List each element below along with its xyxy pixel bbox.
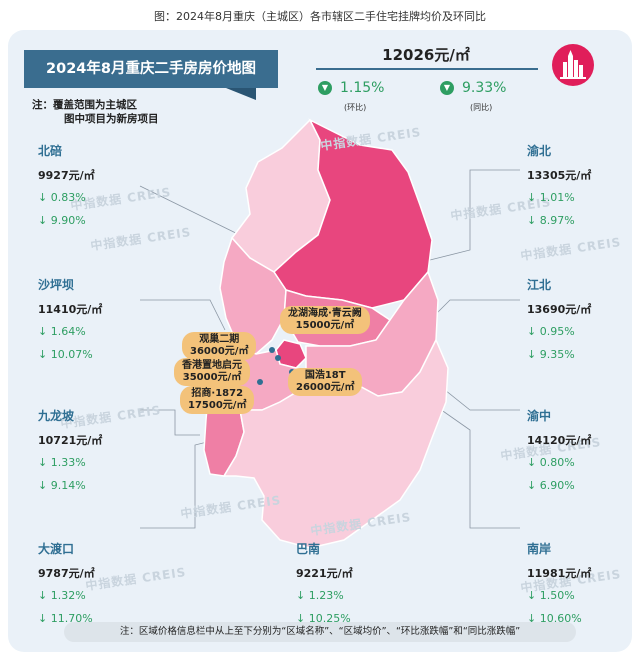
district-price: 14120元/㎡ bbox=[527, 434, 592, 447]
leader-line-nanan bbox=[419, 394, 520, 529]
district-price: 9927元/㎡ bbox=[38, 169, 95, 182]
city-skyline-icon bbox=[552, 44, 594, 86]
district-mom: ↓ 1.50% bbox=[527, 589, 575, 602]
leader-line-yubei bbox=[429, 169, 520, 261]
district-panel-dadukou: 大渡口 9787元/㎡ ↓ 1.32% ↓ 11.70% bbox=[38, 540, 148, 625]
district-price: 10721元/㎡ bbox=[38, 434, 103, 447]
district-price: 13690元/㎡ bbox=[527, 303, 592, 316]
leader-line-beibei bbox=[139, 185, 251, 241]
district-mom: ↓ 1.64% bbox=[38, 325, 86, 338]
project-label-zhaoshang: 招商·1872 17500元/㎡ bbox=[180, 386, 255, 414]
coverage-note-line: 注：覆盖范围为主城区 bbox=[32, 99, 137, 111]
district-panel-banan: 巴南 9221元/㎡ ↓ 1.23% ↓ 10.25% bbox=[296, 540, 406, 625]
district-name: 巴南 bbox=[296, 542, 321, 556]
map-title-banner: 2024年8月重庆二手房房价地图 bbox=[24, 50, 278, 88]
district-panel-shapingba: 沙坪坝 11410元/㎡ ↓ 1.64% ↓ 10.07% bbox=[38, 276, 148, 361]
average-divider bbox=[316, 68, 538, 70]
coverage-note: 注：覆盖范围为主城区 图中项目为新房项目 bbox=[32, 98, 159, 126]
project-price: 26000元/㎡ bbox=[296, 382, 355, 393]
project-price: 17500元/㎡ bbox=[188, 400, 247, 411]
coverage-note-line: 图中项目为新房项目 bbox=[64, 113, 159, 125]
district-panel-yuzhong: 渝中 14120元/㎡ ↓ 0.80% ↓ 6.90% bbox=[527, 407, 637, 492]
district-panel-jiulongpo: 九龙坡 10721元/㎡ ↓ 1.33% ↓ 9.14% bbox=[38, 407, 148, 492]
project-label-guohao: 国浩18T 26000元/㎡ bbox=[288, 368, 363, 396]
leader-line-jiulongpo bbox=[140, 409, 200, 436]
district-name: 渝北 bbox=[527, 144, 552, 158]
project-label-guanchao: 观巢二期 36000元/㎡ bbox=[182, 332, 257, 360]
district-yoy: ↓ 11.70% bbox=[38, 612, 93, 625]
district-mom: ↓ 0.80% bbox=[527, 456, 575, 469]
district-name: 渝中 bbox=[527, 409, 552, 423]
district-panel-jiangbei: 江北 13690元/㎡ ↓ 0.95% ↓ 9.35% bbox=[527, 276, 637, 361]
average-yoy: ▼ 9.33% bbox=[440, 80, 506, 96]
district-mom: ↓ 1.23% bbox=[296, 589, 344, 602]
district-yoy: ↓ 9.14% bbox=[38, 479, 86, 492]
project-price: 15000元/㎡ bbox=[295, 320, 355, 331]
down-arrow-icon: ▼ bbox=[440, 81, 454, 95]
district-price: 9221元/㎡ bbox=[296, 567, 353, 580]
district-panel-nanan: 南岸 11981元/㎡ ↓ 1.50% ↓ 10.60% bbox=[527, 540, 637, 625]
legend-note: 注：区域价格信息栏中从上至下分别为“区域名称”、“区域均价”、“环比涨跌幅”和“… bbox=[64, 622, 576, 642]
district-name: 南岸 bbox=[527, 542, 552, 556]
district-yoy: ↓ 9.35% bbox=[527, 348, 575, 361]
district-price: 13305元/㎡ bbox=[527, 169, 592, 182]
project-price: 35000元/㎡ bbox=[182, 372, 242, 383]
project-marker-2 bbox=[269, 347, 275, 353]
project-name: 国浩18T bbox=[304, 370, 346, 381]
district-yoy: ↓ 10.07% bbox=[38, 348, 93, 361]
project-name: 龙湖海成·青云阙 bbox=[288, 308, 362, 319]
district-yoy: ↓ 8.97% bbox=[527, 214, 575, 227]
project-marker-3 bbox=[275, 355, 281, 361]
district-panel-beibei: 北碚 9927元/㎡ ↓ 0.83% ↓ 9.90% bbox=[38, 142, 148, 227]
project-name: 招商·1872 bbox=[191, 388, 244, 399]
figure-title: 图：2024年8月重庆（主城区）各市辖区二手住宅挂牌均价及环同比 bbox=[154, 10, 486, 23]
average-yoy-value: 9.33% bbox=[462, 80, 507, 96]
average-mom-label: (环比) bbox=[344, 103, 367, 112]
district-name: 沙坪坝 bbox=[38, 278, 75, 292]
district-name: 大渡口 bbox=[38, 542, 75, 556]
average-mom: ▼ 1.15% bbox=[318, 80, 384, 96]
district-name: 北碚 bbox=[38, 144, 63, 158]
average-mom-value: 1.15% bbox=[340, 80, 385, 96]
district-yoy: ↓ 10.60% bbox=[527, 612, 582, 625]
leader-line-shapingba bbox=[140, 299, 226, 331]
down-arrow-icon: ▼ bbox=[318, 81, 332, 95]
district-price: 11410元/㎡ bbox=[38, 303, 103, 316]
district-yoy: ↓ 6.90% bbox=[527, 479, 575, 492]
district-name: 江北 bbox=[527, 278, 552, 292]
district-mom: ↓ 0.95% bbox=[527, 325, 575, 338]
district-yoy: ↓ 9.90% bbox=[38, 214, 86, 227]
district-panel-yubei: 渝北 13305元/㎡ ↓ 1.01% ↓ 8.97% bbox=[527, 142, 637, 227]
district-name: 九龙坡 bbox=[38, 409, 75, 423]
district-mom: ↓ 1.01% bbox=[527, 191, 575, 204]
project-name: 香港置地启元 bbox=[182, 360, 242, 371]
district-mom: ↓ 0.83% bbox=[38, 191, 86, 204]
district-mom: ↓ 1.32% bbox=[38, 589, 86, 602]
project-marker-5 bbox=[257, 379, 263, 385]
district-price: 11981元/㎡ bbox=[527, 567, 592, 580]
district-mom: ↓ 1.33% bbox=[38, 456, 86, 469]
banner-tail bbox=[226, 88, 256, 100]
district-price: 9787元/㎡ bbox=[38, 567, 95, 580]
project-price: 36000元/㎡ bbox=[190, 346, 249, 357]
average-yoy-label: (同比) bbox=[470, 103, 493, 112]
district-yoy: ↓ 10.25% bbox=[296, 612, 351, 625]
region-shapingba bbox=[219, 236, 287, 355]
project-name: 观巢二期 bbox=[199, 334, 240, 345]
project-label-longhu: 龙湖海成·青云阙 15000元/㎡ bbox=[280, 306, 370, 334]
project-label-hongkong-land: 香港置地启元 35000元/㎡ bbox=[174, 358, 250, 386]
average-price: 12026元/㎡ bbox=[382, 46, 470, 64]
